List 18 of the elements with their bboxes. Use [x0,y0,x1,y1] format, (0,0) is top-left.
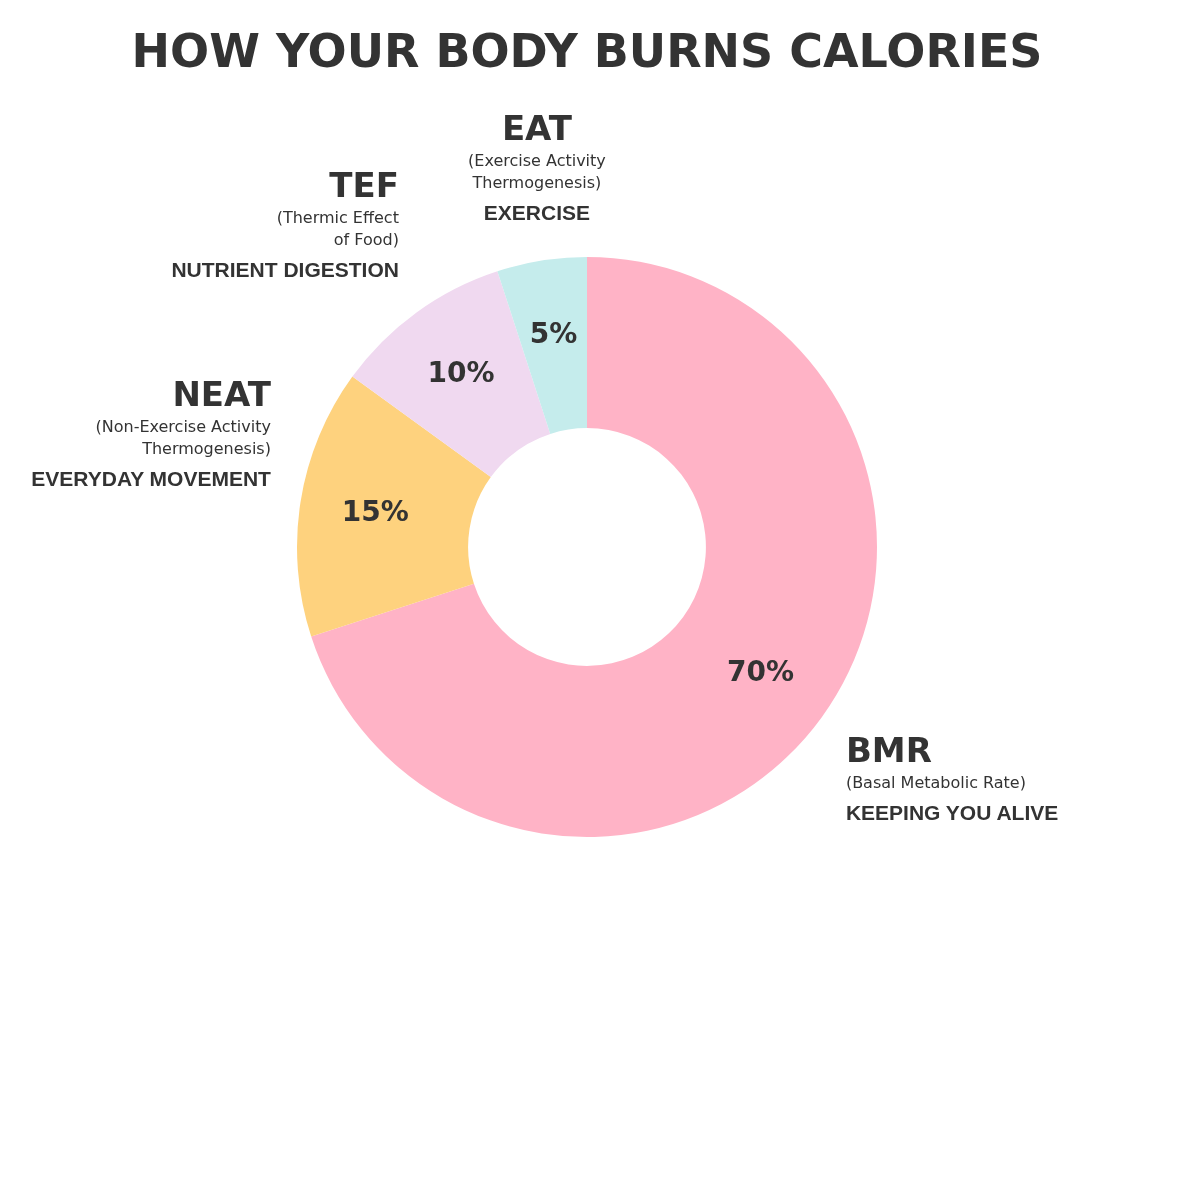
text: KEEPING YOU ALIVE [845,801,1059,825]
slice-label: TEF [329,165,399,206]
text: (Basal Metabolic Rate) [845,773,1026,793]
text: (Non-Exercise Activity Thermogenesis) [95,416,271,458]
text: EVERYDAY MOVEMENT [31,466,271,490]
text: (Thermic Effect of Food) [276,208,399,250]
data-label: 70% [726,655,795,689]
slice-label: NEAT [172,373,272,414]
text: NUTRIENT DIGESTION [171,258,399,282]
donut-slice [497,257,587,434]
slice-label: BMR [845,730,932,771]
data-label: 10% [427,355,495,389]
chart-title: HOW YOUR BODY BURNS CALORIES [131,24,1043,78]
text: EXERCISE [483,200,591,224]
data-label: 15% [341,495,409,529]
text: (Exercise Activity Thermogenesis) [468,150,606,192]
slice-label: EAT [501,107,573,148]
data-label: 5% [529,317,578,351]
